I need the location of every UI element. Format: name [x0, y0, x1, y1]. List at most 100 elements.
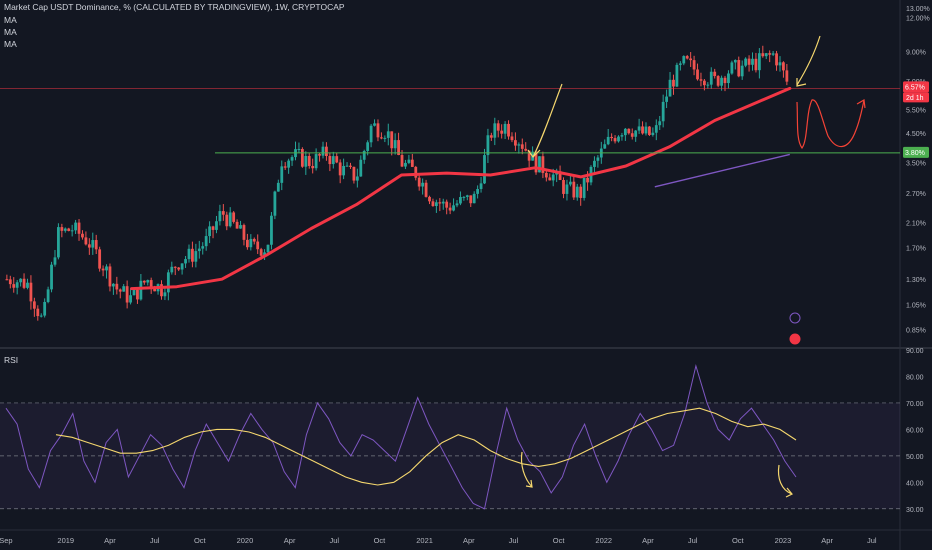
candle-body — [270, 215, 273, 245]
price-tick-label: 2.10% — [906, 221, 926, 228]
candle-body — [373, 123, 376, 126]
time-tick-label: 2021 — [416, 536, 433, 545]
candle-body — [215, 221, 218, 230]
time-tick-label: 2020 — [237, 536, 254, 545]
rsi-moving-average-line — [55, 407, 797, 486]
candle-body — [524, 148, 528, 151]
time-tick-label: 2023 — [775, 536, 792, 545]
candle-body — [26, 282, 29, 288]
candle-body — [29, 282, 33, 302]
candle-body — [228, 212, 232, 227]
price-axis[interactable]: 13.00%12.00%9.00%7.00%5.50%4.50%3.50%2.7… — [903, 6, 930, 334]
candle-body — [166, 272, 170, 293]
candle-body — [782, 62, 785, 71]
rsi-tick-label: 60.00 — [906, 427, 924, 434]
candle-body — [493, 123, 497, 138]
candle-body — [455, 203, 459, 206]
rsi-tick-label: 80.00 — [906, 374, 924, 381]
candle-body — [287, 160, 291, 168]
candle-body — [716, 76, 720, 86]
candle-body — [685, 56, 689, 59]
rsi-indicator-label[interactable]: RSI — [4, 355, 19, 365]
candle-body — [122, 286, 126, 292]
candle-body — [191, 248, 194, 262]
time-tick-label: 2019 — [57, 536, 74, 545]
candle-body — [50, 264, 53, 290]
candle-body — [417, 177, 421, 187]
candle-body — [393, 140, 397, 149]
candle-body — [338, 162, 342, 176]
candle-body — [465, 195, 469, 197]
time-tick-label: Oct — [732, 536, 745, 545]
ma-indicator-label-3[interactable]: MA — [4, 39, 17, 49]
candle-body — [180, 263, 184, 270]
chart-title[interactable]: Market Cap USDT Dominance, % (CALCULATED… — [4, 2, 345, 12]
time-tick-label: Apr — [284, 536, 296, 545]
candle-body — [754, 58, 758, 71]
price-tick-label: 5.50% — [906, 107, 926, 114]
candle-body — [720, 77, 723, 86]
candle-body — [500, 130, 504, 134]
candle-body — [300, 148, 304, 167]
candle-body — [514, 140, 517, 146]
candle-body — [349, 165, 352, 167]
candle-body — [761, 53, 765, 57]
time-tick-label: Jul — [329, 536, 339, 545]
candle-body — [118, 289, 122, 292]
candle-body — [565, 184, 569, 194]
candle-body — [596, 157, 600, 161]
candle-body — [132, 289, 136, 296]
candle-body — [737, 59, 741, 77]
candle-body — [538, 156, 541, 173]
time-tick-label: Jul — [150, 536, 160, 545]
candle-body — [242, 225, 246, 240]
candle-body — [142, 280, 146, 283]
candle-body — [369, 125, 373, 143]
candle-body — [572, 181, 576, 198]
candle-body — [43, 301, 47, 316]
candle-body — [125, 286, 129, 303]
candlestick-series — [5, 45, 789, 321]
candle-body — [32, 301, 36, 309]
candle-body — [208, 226, 212, 237]
candle-body — [593, 160, 596, 167]
candle-body — [503, 123, 507, 134]
projection-arrowhead — [856, 99, 866, 109]
candle-body — [153, 287, 157, 292]
candle-body — [733, 59, 737, 63]
long-moving-average-line — [654, 153, 790, 188]
candle-body — [400, 155, 404, 167]
candle-body — [620, 135, 624, 137]
candle-body — [22, 278, 26, 288]
support-text: 3.80% — [905, 150, 925, 157]
candle-body — [280, 166, 284, 183]
last-price-text: 6.57% — [905, 84, 925, 91]
ma-indicator-label-2[interactable]: MA — [4, 27, 17, 37]
ma-indicator-label-1[interactable]: MA — [4, 15, 17, 25]
candle-body — [744, 58, 748, 66]
candle-body — [727, 73, 730, 84]
candle-body — [201, 246, 205, 249]
candle-body — [218, 211, 222, 222]
candle-body — [232, 212, 236, 222]
candle-body — [366, 142, 370, 151]
price-tick-label: 9.00% — [906, 49, 926, 56]
candle-body — [136, 289, 139, 300]
candle-body — [359, 159, 363, 177]
candle-body — [177, 267, 181, 270]
candle-body — [60, 227, 64, 231]
candle-body — [115, 283, 119, 290]
candle-body — [325, 146, 328, 157]
candle-body — [39, 315, 43, 317]
candle-body — [12, 284, 16, 288]
time-axis[interactable]: Sep 2019 Apr Jul Oct 2020 Apr Jul Oct 2021 Apr Jul O… — [0, 536, 877, 545]
rsi-annotation-arrow — [520, 451, 533, 488]
candle-body — [307, 156, 311, 166]
candle-body — [682, 56, 686, 64]
candle-body — [424, 182, 428, 197]
candle-body — [452, 205, 455, 211]
candle-body — [8, 279, 12, 285]
candle-body — [235, 221, 239, 229]
rsi-panel: 90.00 80.00 70.00 60.00 50.00 40.00 30.00 — [0, 348, 924, 514]
